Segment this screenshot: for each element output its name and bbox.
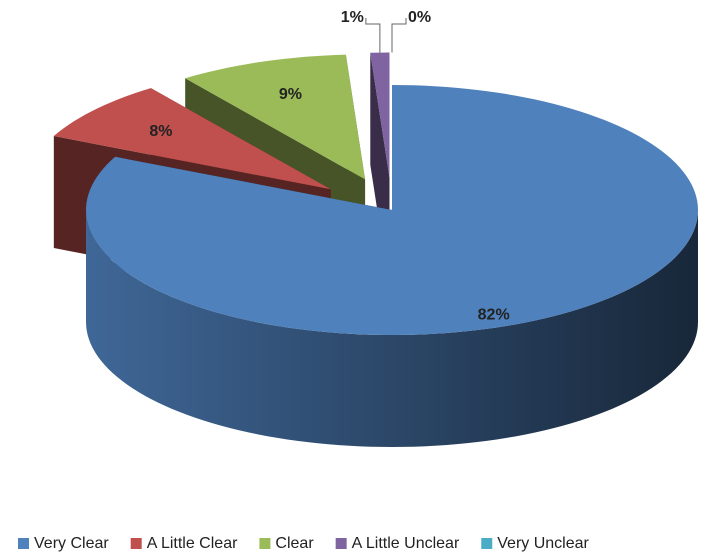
legend-swatch xyxy=(335,538,347,549)
legend-swatch xyxy=(18,538,29,549)
slice xyxy=(86,85,698,335)
data-label: 1% xyxy=(341,9,364,26)
legend-label: Very Unclear xyxy=(497,535,589,552)
leader-line xyxy=(391,18,407,53)
data-label: 0% xyxy=(408,9,431,26)
legend-label: A Little Unclear xyxy=(352,535,460,552)
slice xyxy=(53,88,331,190)
leader-line xyxy=(365,18,381,53)
slice-side xyxy=(86,210,698,447)
legend-label: Very Clear xyxy=(34,535,109,552)
data-label: 82% xyxy=(478,307,510,324)
legend-swatch xyxy=(481,538,493,549)
legend-swatch xyxy=(259,538,271,549)
legend-swatch xyxy=(130,538,142,549)
slice xyxy=(185,54,366,180)
data-label: 8% xyxy=(149,123,172,140)
data-label: 9% xyxy=(279,86,302,103)
legend-label: A Little Clear xyxy=(147,535,238,552)
legend-label: Clear xyxy=(275,535,314,552)
slice xyxy=(370,52,390,178)
